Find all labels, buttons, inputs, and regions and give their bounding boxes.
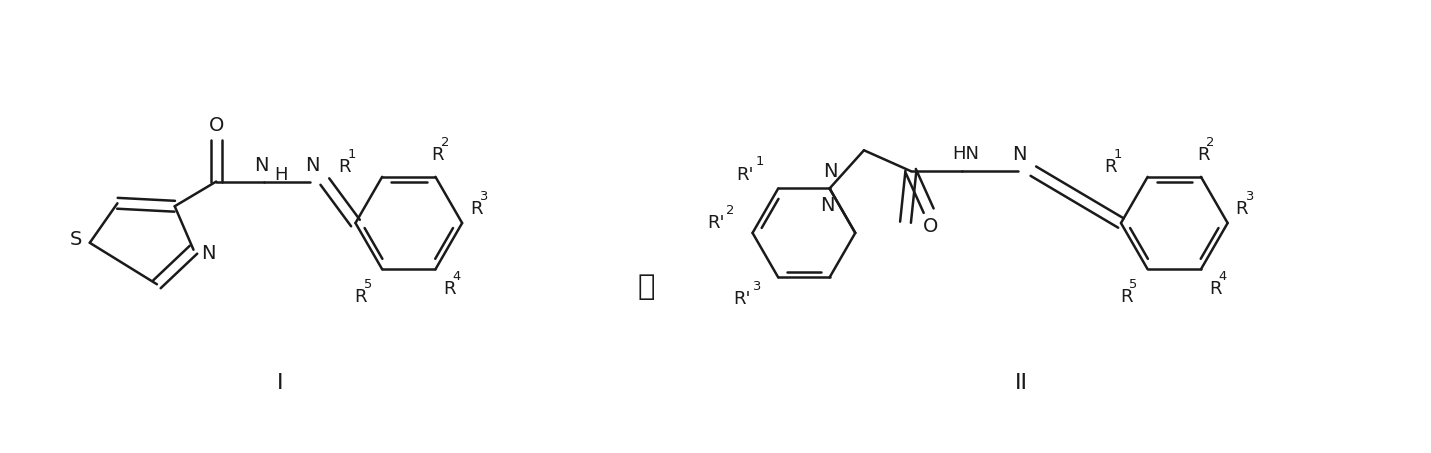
Text: 3: 3: [751, 280, 760, 293]
Text: 2: 2: [726, 204, 734, 217]
Text: R: R: [1105, 158, 1116, 176]
Text: 或: 或: [637, 273, 654, 301]
Text: H: H: [275, 166, 288, 183]
Text: N: N: [305, 156, 319, 175]
Text: 4: 4: [452, 270, 461, 283]
Text: 2: 2: [1206, 136, 1215, 149]
Text: 2: 2: [441, 136, 449, 149]
Text: R: R: [355, 288, 366, 306]
Text: R: R: [1235, 200, 1248, 218]
Text: 3: 3: [479, 190, 488, 203]
Text: R: R: [469, 200, 482, 218]
Text: R: R: [432, 146, 444, 164]
Text: I: I: [278, 373, 283, 393]
Text: 5: 5: [1129, 278, 1138, 290]
Text: II: II: [1015, 373, 1027, 393]
Text: R: R: [1209, 280, 1222, 298]
Text: S: S: [70, 230, 82, 249]
Text: R: R: [444, 280, 456, 298]
Text: N: N: [1012, 145, 1027, 164]
Text: 1: 1: [756, 155, 764, 168]
Text: HN: HN: [953, 145, 979, 164]
Text: 1: 1: [1113, 148, 1122, 161]
Text: R: R: [339, 158, 351, 176]
Text: R': R': [733, 290, 750, 308]
Text: N: N: [820, 196, 834, 215]
Text: R: R: [1120, 288, 1132, 306]
Text: 1: 1: [348, 148, 356, 161]
Text: 4: 4: [1218, 270, 1226, 283]
Text: N: N: [255, 156, 269, 175]
Text: R': R': [737, 166, 754, 183]
Text: 3: 3: [1245, 190, 1254, 203]
Text: O: O: [923, 217, 939, 236]
Text: 5: 5: [363, 278, 372, 290]
Text: R: R: [1196, 146, 1209, 164]
Text: R': R': [707, 214, 724, 232]
Text: N: N: [200, 244, 216, 263]
Text: N: N: [823, 162, 837, 181]
Text: O: O: [209, 116, 223, 135]
